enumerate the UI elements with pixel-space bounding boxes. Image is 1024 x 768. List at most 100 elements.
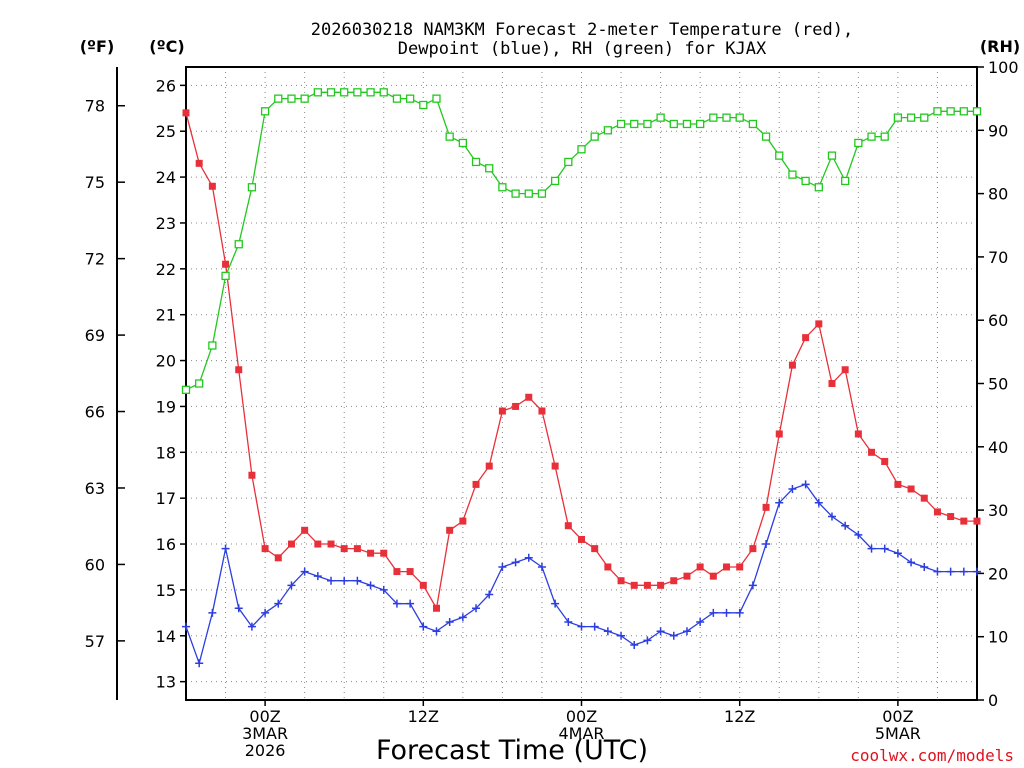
rh-point [208, 341, 217, 350]
dewpoint-point [366, 581, 375, 590]
rh-point [564, 157, 573, 167]
rh-point [630, 119, 639, 129]
dewpoint-point [735, 608, 744, 617]
x-tick-label: 5MAR [875, 724, 921, 743]
dewpoint-point [419, 622, 428, 631]
temperature-point [854, 430, 862, 438]
data-series [181, 88, 982, 668]
temperature-point [512, 402, 520, 410]
dewpoint-point [485, 590, 494, 599]
rh-point [801, 176, 810, 186]
x-tick-label: 4MAR [558, 724, 604, 743]
dewpoint-point [880, 544, 889, 553]
celsius-unit-label: (ºC) [149, 37, 184, 56]
temperature-point [657, 581, 665, 589]
temperature-point [327, 540, 335, 548]
dewpoint-point [867, 544, 876, 553]
fahrenheit-unit-label: (ºF) [80, 37, 115, 56]
rh-point [524, 189, 533, 198]
temperature-point [182, 109, 190, 117]
rh-point [854, 138, 863, 148]
temperature-point [709, 572, 717, 580]
temperature-point [630, 581, 638, 589]
temperature-point [591, 545, 599, 553]
dewpoint-point [801, 480, 810, 489]
rh-tick-label: 20 [988, 564, 1008, 583]
rh-point [550, 176, 560, 186]
temperature-point [578, 535, 585, 543]
x-tick-label: 00Z [882, 707, 913, 726]
fahrenheit-tick-label: 63 [85, 479, 105, 498]
dewpoint-point [933, 567, 942, 576]
dewpoint-point [788, 485, 797, 493]
fahrenheit-tick-label: 69 [85, 326, 105, 345]
rh-point [498, 183, 507, 192]
temperature-point [828, 380, 836, 387]
temperature-point [960, 517, 968, 525]
celsius-tick-label: 25 [156, 122, 176, 141]
dewpoint-point [247, 622, 256, 631]
rh-point [827, 151, 837, 160]
rh-point [511, 189, 520, 198]
dewpoint-point [392, 599, 401, 608]
rh-point [972, 107, 982, 116]
rh-point [814, 183, 823, 192]
rh-point [880, 132, 889, 141]
rh-line [185, 91, 977, 391]
dewpoint-point [195, 659, 204, 668]
dewpoint-point [814, 498, 823, 507]
rh-point [906, 113, 916, 122]
rh-point [353, 88, 362, 97]
celsius-tick-label: 17 [156, 489, 176, 508]
fahrenheit-tick-label: 75 [85, 173, 105, 192]
temperature-point [367, 549, 375, 557]
temperature-point [353, 545, 361, 553]
dewpoint-point [643, 636, 652, 645]
temperature-point [446, 526, 454, 534]
rh-point [669, 119, 678, 129]
series-rh [181, 88, 982, 394]
dewpoint-point [327, 576, 336, 585]
temperature-point [274, 554, 282, 562]
rh-point [709, 113, 718, 122]
dewpoint-point [748, 581, 757, 590]
temperature-point [287, 540, 295, 548]
dewpoint-point [907, 558, 916, 567]
rh-point [748, 119, 758, 129]
temperature-point [340, 545, 348, 553]
rh-point [775, 151, 784, 160]
dewpoint-point [682, 627, 691, 636]
rh-point [221, 271, 230, 281]
dewpoint-point [274, 599, 283, 608]
rh-point [274, 94, 283, 103]
celsius-tick-label: 13 [156, 673, 176, 692]
temperature-point [617, 577, 625, 585]
rh-point [300, 94, 309, 103]
dewpoint-point [617, 631, 626, 640]
credit-link[interactable]: coolwx.com/models [850, 746, 1014, 765]
celsius-tick-label: 23 [156, 214, 176, 233]
temperature-point [815, 320, 823, 328]
rh-point [959, 107, 968, 116]
rh-point [577, 145, 586, 154]
dewpoint-point [893, 549, 902, 558]
rh-point [419, 100, 428, 110]
dewpoint-point [920, 562, 929, 571]
celsius-tick-label: 20 [156, 352, 176, 371]
dewpoint-point [472, 604, 481, 613]
rh-point [920, 113, 929, 122]
dewpoint-point [775, 498, 784, 507]
temperature-point [670, 577, 678, 585]
dewpoint-point [722, 608, 731, 617]
fahrenheit-tick-label: 60 [85, 555, 105, 574]
temperature-point [736, 563, 744, 571]
dewpoint-point [406, 599, 415, 608]
rh-point [485, 164, 494, 173]
plot-frame [185, 66, 978, 701]
dewpoint-point [524, 553, 533, 562]
temperature-point [472, 480, 480, 488]
rh-point [616, 119, 626, 129]
rh-point [432, 94, 441, 103]
